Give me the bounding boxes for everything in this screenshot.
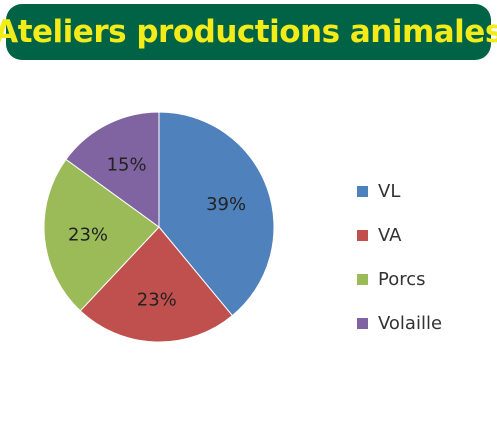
legend-item-vl: VL [357, 180, 442, 202]
data-label-volaille: 15% [107, 154, 147, 175]
legend-swatch [357, 273, 368, 285]
pie-slice-va [79, 226, 234, 343]
legend-label: Porcs [378, 268, 426, 290]
legend-swatch [357, 185, 368, 197]
title-banner: Ateliers productions animales [0, 4, 497, 60]
legend-label: VL [378, 180, 401, 202]
page-title: Ateliers productions animales [0, 14, 497, 50]
data-label-va: 23% [137, 289, 177, 310]
legend-swatch [357, 229, 368, 241]
legend-label: Volaille [378, 312, 443, 334]
legend-label: VA [378, 224, 402, 246]
pie-slice-vl [158, 111, 275, 317]
data-label-vl: 39% [206, 194, 246, 215]
chart-legend: VL VA Porcs Volaille [357, 180, 443, 358]
pie-slice-porcs [43, 158, 160, 312]
legend-swatch [357, 317, 368, 329]
legend-item-volaille: Volaille [357, 312, 443, 334]
legend-item-va: VA [357, 224, 442, 246]
legend-item-porcs: Porcs [357, 268, 442, 290]
pie-slice-volaille [65, 111, 160, 228]
data-label-porcs: 23% [68, 225, 108, 246]
